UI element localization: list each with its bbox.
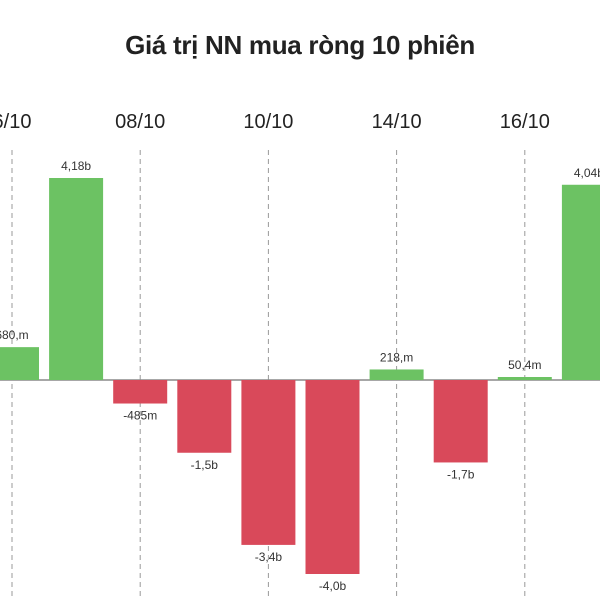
x-tick-label: 6/10 xyxy=(0,111,31,133)
bar xyxy=(177,380,232,453)
bar xyxy=(113,380,168,404)
bar xyxy=(497,377,552,380)
x-tick-label: 10/10 xyxy=(243,111,293,133)
bar-data-label: -1,7b xyxy=(447,467,475,481)
bar-data-label: 4,18b xyxy=(61,159,91,173)
bar-data-label: -485m xyxy=(123,409,157,423)
bar xyxy=(305,380,360,574)
bar-data-label: 680,m xyxy=(0,328,29,342)
bar xyxy=(49,178,104,380)
bar xyxy=(0,347,39,380)
x-tick-label: 16/10 xyxy=(500,111,550,133)
bar-data-label: 50,4m xyxy=(508,358,541,372)
bar xyxy=(241,380,296,545)
bar xyxy=(561,184,600,380)
bar xyxy=(433,380,488,463)
bar-data-label: -4,0b xyxy=(319,579,347,593)
bar-data-label: -3,4b xyxy=(255,550,283,564)
bar xyxy=(369,369,424,380)
chart-title: Giá trị NN mua ròng 10 phiên xyxy=(125,30,475,60)
x-tick-label: 14/10 xyxy=(372,111,422,133)
bar-data-label: -1,5b xyxy=(191,458,219,472)
bar-data-label: 4,04b xyxy=(574,166,600,180)
bar-data-label: 218,m xyxy=(380,350,413,364)
x-tick-label: 08/10 xyxy=(115,111,165,133)
